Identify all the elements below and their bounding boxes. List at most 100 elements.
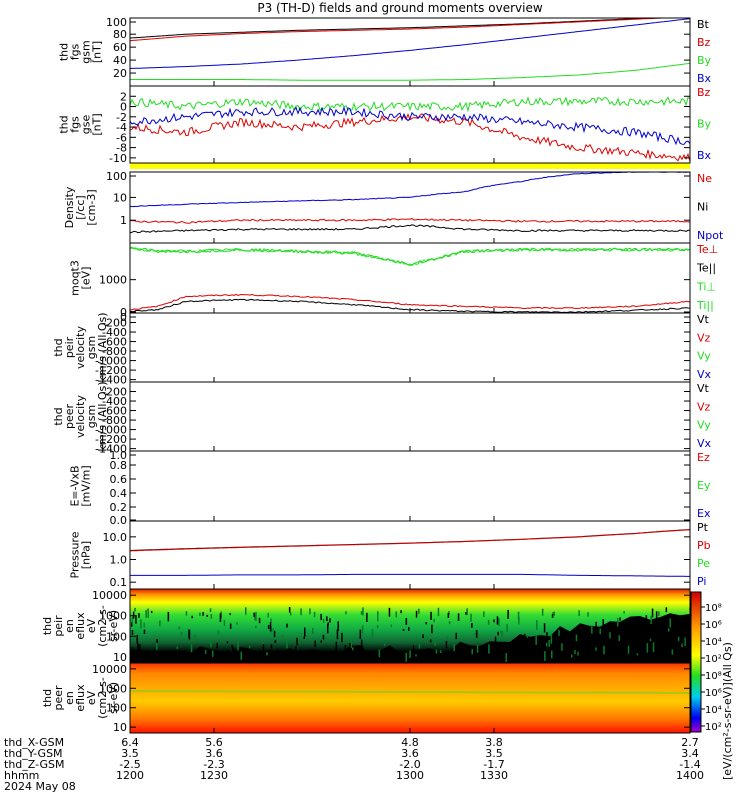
- ion-spectrogram-speckle: [172, 653, 174, 661]
- ytick-label-pressure: 0.1: [110, 576, 128, 589]
- ion-spectrogram-speckle: [296, 637, 298, 646]
- ion-spectrogram-speckle: [329, 618, 331, 623]
- ion-spectrogram-speckle: [143, 629, 146, 634]
- ion-spectrogram-speckle: [359, 629, 362, 640]
- ylabel-peir-velocity: thd: [52, 338, 65, 356]
- ion-spectrogram-speckle: [609, 632, 611, 639]
- legend-density-Ne: Ne: [697, 172, 712, 185]
- ytick-label-peer-velocity: -1400: [95, 443, 127, 456]
- ion-spectrogram-speckle: [262, 644, 265, 652]
- ion-spectrogram-speckle: [651, 608, 654, 618]
- ion-spectrogram-speckle: [431, 624, 433, 634]
- ytick-label-peir-velocity: -600: [102, 336, 127, 349]
- ion-spectrogram-speckle: [661, 618, 663, 627]
- series-fgs-gsm-Bt: [129, 17, 690, 39]
- panel-frame-peer-velocity: [129, 381, 691, 452]
- ion-spectrogram-speckle: [677, 636, 680, 641]
- ion-spectrogram-speckle: [178, 626, 180, 630]
- ion-spectrogram-speckle: [217, 630, 220, 635]
- ytick-label-peer-velocity: -1000: [95, 424, 127, 437]
- series-temperature-Ti||: [129, 246, 691, 267]
- ylabel-temperature: [eV]: [80, 267, 93, 290]
- ion-spectrogram-speckle: [595, 647, 597, 651]
- ion-spectrogram-speckle: [377, 611, 379, 622]
- ytick-label-peir-velocity: -400: [102, 326, 127, 339]
- ion-spectrogram-speckle: [253, 612, 255, 617]
- ion-spectrogram-speckle: [636, 653, 639, 656]
- ion-spectrogram-speckle: [435, 649, 438, 654]
- ytick-label-fgs-gse: 2: [120, 90, 127, 103]
- ytick-label-pressure: 10.0: [103, 531, 128, 544]
- ion-spectrogram-speckle: [219, 613, 222, 622]
- ylabel-peir-spec: sr-eV): [107, 610, 120, 642]
- ion-spectrogram-speckle: [587, 629, 589, 636]
- ytick-label-peer-velocity: -1200: [95, 433, 127, 446]
- ion-spectrogram-speckle: [231, 644, 233, 655]
- ion-spectrogram-speckle: [496, 616, 499, 625]
- xaxis-row-value: 3.5: [485, 747, 503, 760]
- ion-spectrogram-speckle: [322, 618, 325, 623]
- electron-spectrogram-fill: [130, 663, 690, 733]
- ion-spectrogram-speckle: [313, 611, 316, 618]
- ylabel-pressure: [nPa]: [80, 541, 93, 569]
- ion-spectrogram-speckle: [577, 651, 579, 656]
- ion-spectrogram-speckle: [544, 651, 546, 661]
- ytick-label-fgs-gsm: 100: [106, 16, 127, 29]
- ion-spectrogram-speckle: [137, 642, 139, 652]
- ytick-label-peer-spec: 10000: [92, 663, 127, 676]
- ytick-label-pressure: 1.0: [110, 554, 128, 567]
- panel-frame-density: [129, 171, 691, 244]
- ylabel-peir-velocity: gsm: [85, 336, 98, 359]
- legend-temperature-Te||: Te||: [696, 262, 716, 275]
- ion-spectrogram-speckle: [652, 642, 655, 653]
- ion-spectrogram-speckle: [336, 629, 339, 640]
- ion-spectrogram-speckle: [212, 650, 214, 657]
- ion-spectrogram-speckle: [185, 611, 188, 616]
- ylabel-fgs-gsm: [nT]: [91, 41, 104, 63]
- ion-spectrogram-speckle: [415, 610, 418, 618]
- ytick-label-efield: 0.2: [110, 501, 128, 514]
- ion-spectrogram-speckle: [450, 651, 452, 658]
- legend-efield-Ey: Ey: [697, 479, 711, 492]
- xaxis-row-value: 1400: [676, 769, 704, 782]
- ylabel-peer-velocity: peer: [63, 404, 76, 430]
- ion-spectrogram-speckle: [646, 643, 649, 653]
- ion-spectrogram-speckle: [288, 607, 291, 613]
- ion-spectrogram-speckle: [430, 611, 432, 620]
- ion-spectrogram-speckle: [360, 611, 363, 615]
- ion-spectrogram-speckle: [602, 619, 604, 626]
- ion-spectrogram-speckle: [202, 612, 204, 616]
- xaxis-row-label: thd_Y-GSM: [4, 747, 63, 760]
- ion-spectrogram-speckle: [667, 628, 670, 632]
- series-pressure-Pb: [129, 529, 691, 552]
- ion-spectrogram-speckle: [135, 615, 137, 624]
- xaxis-row-label: 2024 May 08: [4, 780, 76, 793]
- ion-spectrogram-speckle: [223, 620, 226, 627]
- ion-spectrogram-speckle: [320, 613, 322, 621]
- ion-spectrogram-speckle: [369, 652, 371, 660]
- ion-spectrogram-speckle: [245, 607, 247, 615]
- legend-peir-velocity-Vt: Vt: [697, 313, 710, 326]
- ion-spectrogram-speckle: [191, 615, 193, 619]
- legend-peer-velocity-Vx: Vx: [697, 437, 712, 450]
- ion-spectrogram-speckle: [361, 645, 364, 654]
- legend-temperature-Te⊥: Te⊥: [696, 243, 718, 256]
- ylabel-fgs-gse: [nT]: [91, 113, 104, 135]
- legend-peer-velocity-Vz: Vz: [697, 400, 711, 413]
- ion-spectrogram-speckle: [447, 612, 450, 618]
- ion-spectrogram-speckle: [630, 618, 632, 622]
- ion-spectrogram-speckle: [270, 618, 272, 622]
- ion-spectrogram-speckle: [645, 615, 648, 619]
- plot-title: P3 (TH-D) fields and ground moments over…: [257, 1, 542, 15]
- ion-spectrogram-speckle: [623, 611, 625, 614]
- series-density-Ne: [129, 217, 691, 224]
- xaxis-row-value: 2.7: [681, 736, 699, 749]
- ytick-label-density: 1: [120, 214, 127, 227]
- ion-spectrogram-speckle: [159, 620, 161, 627]
- panel-frame-pressure: [129, 520, 691, 590]
- ion-spectrogram-speckle: [209, 608, 212, 612]
- ion-spectrogram-speckle: [680, 619, 683, 623]
- ion-spectrogram-speckle: [506, 624, 508, 633]
- ytick-label-peir-spec: 100: [106, 630, 127, 643]
